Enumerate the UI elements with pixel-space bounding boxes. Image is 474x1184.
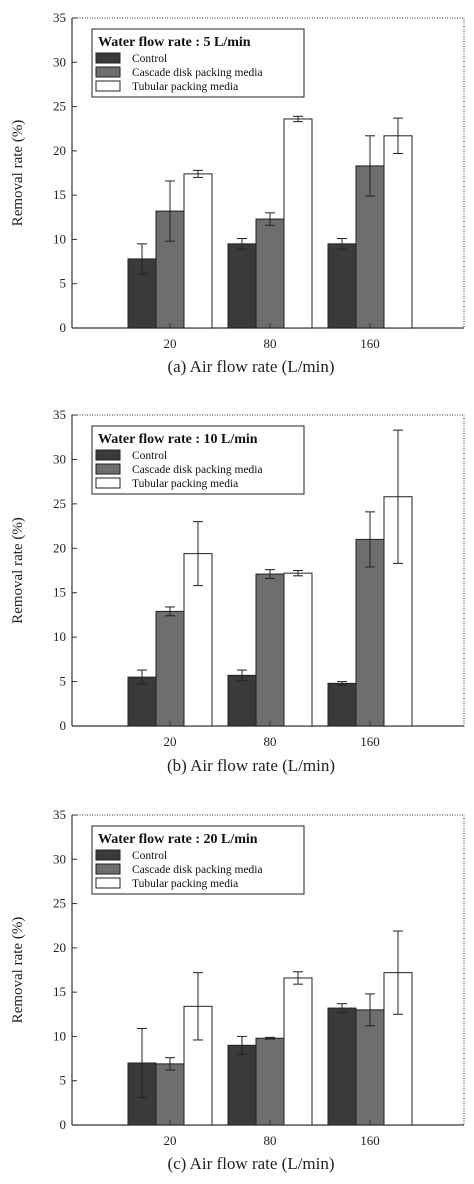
legend: Water flow rate : 20 L/min Control Cascade…: [91, 825, 305, 895]
bar-80-series-1: [227, 674, 257, 727]
legend: Water flow rate : 10 L/min Control Cascade…: [91, 425, 305, 495]
bar-80-series-2: [255, 218, 285, 329]
bar-80-series-3: [283, 118, 313, 329]
legend-swatch-3: [95, 877, 121, 889]
y-tick-label: 20: [53, 940, 66, 955]
x-tick-label: 160: [360, 336, 380, 351]
legend-swatch-1: [95, 52, 121, 64]
bar-80-series-3: [283, 572, 313, 727]
y-tick-label: 35: [53, 407, 66, 422]
y-tick-label: 10: [53, 231, 66, 246]
legend-item-1: Control: [132, 53, 167, 65]
legend-item-1: Control: [132, 450, 167, 462]
y-tick-label: 0: [60, 1117, 67, 1132]
bar-20-series-2: [155, 1063, 185, 1126]
chart-panel-2: 0 5 10 15 20 25 30 35 Removal rate (%) 20 80 160 Wat…: [10, 407, 465, 775]
y-tick-label: 20: [53, 143, 66, 158]
x-tick-label: 80: [264, 336, 277, 351]
y-tick-label: 0: [60, 718, 67, 733]
y-tick-label: 20: [53, 540, 66, 555]
y-tick-label: 30: [53, 851, 66, 866]
legend: Water flow rate : 5 L/min Control Cascade …: [91, 28, 305, 98]
y-tick-label: 25: [53, 99, 66, 114]
bar-80-series-3: [283, 977, 313, 1126]
legend-swatch-1: [95, 849, 121, 861]
y-tick-label: 15: [53, 585, 66, 600]
legend-swatch-2: [95, 66, 121, 78]
legend-item-1: Control: [132, 850, 167, 862]
legend-title: Water flow rate : 5 L/min: [98, 35, 251, 50]
legend-swatch-3: [95, 477, 121, 489]
legend-item-3: Tubular packing media: [132, 878, 238, 890]
y-tick-label: 25: [53, 896, 66, 911]
bar-80-series-1: [227, 1044, 257, 1126]
y-tick-label: 15: [53, 984, 66, 999]
bar-160-series-3: [383, 135, 413, 329]
bar-80-series-2: [255, 1037, 285, 1126]
legend-swatch-2: [95, 863, 121, 875]
chart-panel-1: 0 5 10 15 20 25 30 35 Removal rate (%) 20 80 160 Wat…: [10, 10, 465, 376]
x-tick-label: 160: [360, 734, 380, 749]
legend-item-3: Tubular packing media: [132, 478, 238, 490]
legend-swatch-3: [95, 80, 121, 92]
y-axis-label: Removal rate (%): [10, 517, 26, 624]
y-tick-label: 15: [53, 187, 66, 202]
bar-80-series-1: [227, 243, 257, 329]
bar-80-series-2: [255, 573, 285, 727]
y-tick-label: 30: [53, 451, 66, 466]
chart-panel-3: 0 5 10 15 20 25 30 35 Removal rate (%) 20 80 160 Wat…: [10, 807, 465, 1173]
legend-title: Water flow rate : 10 L/min: [98, 432, 258, 447]
y-tick-label: 0: [60, 320, 67, 335]
x-tick-label: 20: [164, 1133, 177, 1148]
y-tick-label: 25: [53, 496, 66, 511]
legend-item-2: Cascade disk packing media: [132, 864, 263, 876]
x-axis-caption: (b) Air flow rate (L/min): [167, 756, 335, 775]
legend-box: [91, 28, 305, 98]
x-tick-label: 80: [264, 1133, 277, 1148]
y-tick-label: 5: [60, 1073, 67, 1088]
legend-box: [91, 425, 305, 495]
legend-item-2: Cascade disk packing media: [132, 67, 263, 79]
y-tick-label: 5: [60, 276, 67, 291]
y-tick-label: 10: [53, 1028, 66, 1043]
legend-title: Water flow rate : 20 L/min: [98, 832, 258, 847]
legend-swatch-1: [95, 449, 121, 461]
x-tick-label: 80: [264, 734, 277, 749]
bar-20-series-3: [183, 1005, 213, 1126]
legend-item-2: Cascade disk packing media: [132, 464, 263, 476]
bar-20-series-2: [155, 610, 185, 727]
y-tick-label: 30: [53, 54, 66, 69]
x-tick-label: 20: [164, 336, 177, 351]
x-tick-label: 20: [164, 734, 177, 749]
bar-160-series-2: [355, 1009, 385, 1126]
y-axis-label: Removal rate (%): [10, 120, 26, 227]
legend-item-3: Tubular packing media: [132, 81, 238, 93]
y-tick-label: 10: [53, 629, 66, 644]
y-tick-label: 35: [53, 807, 66, 822]
bar-160-series-1: [327, 682, 357, 727]
bar-160-series-1: [327, 243, 357, 329]
y-tick-label: 35: [53, 10, 66, 25]
x-tick-label: 160: [360, 1133, 380, 1148]
bar-20-series-3: [183, 173, 213, 329]
bar-160-series-1: [327, 1007, 357, 1126]
x-axis-caption: (a) Air flow rate (L/min): [167, 357, 334, 376]
legend-swatch-2: [95, 463, 121, 475]
y-tick-label: 5: [60, 674, 67, 689]
legend-box: [91, 825, 305, 895]
y-axis-label: Removal rate (%): [10, 917, 26, 1024]
x-axis-caption: (c) Air flow rate (L/min): [167, 1154, 334, 1173]
